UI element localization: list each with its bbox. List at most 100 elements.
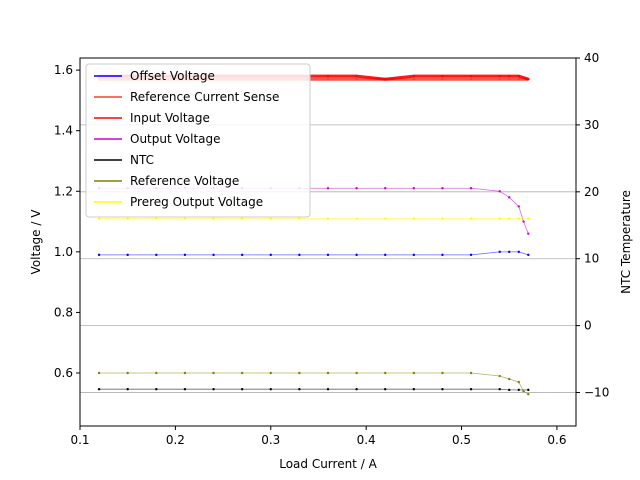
data-point [517, 217, 520, 220]
data-point [527, 78, 530, 81]
data-point [498, 388, 501, 391]
legend-label: Reference Current Sense [130, 90, 279, 104]
data-point [183, 217, 187, 220]
series-line [99, 372, 529, 395]
y2-tick-label: 20 [584, 185, 599, 199]
data-point [441, 78, 444, 81]
data-point [522, 389, 525, 393]
data-point [155, 371, 158, 375]
data-point [527, 217, 530, 220]
data-point [355, 371, 358, 375]
data-point [355, 217, 358, 220]
data-point [469, 253, 473, 257]
data-point [326, 253, 330, 257]
data-point [508, 74, 511, 78]
data-point [355, 74, 358, 78]
data-point [527, 388, 530, 392]
data-point [212, 253, 215, 257]
data-point [298, 371, 301, 375]
data-point [508, 78, 511, 81]
data-point [269, 388, 272, 391]
data-point [155, 388, 158, 391]
data-point [469, 187, 473, 190]
data-point [508, 377, 511, 381]
data-point [469, 217, 473, 220]
series-reference-voltage [97, 371, 530, 396]
x-axis-title: Load Current / A [279, 457, 377, 471]
data-point [441, 187, 444, 190]
data-point [355, 187, 358, 190]
data-point [517, 74, 520, 78]
data-point [126, 371, 129, 375]
data-point [469, 78, 473, 81]
x-tick-label: 0.3 [261, 433, 280, 447]
data-point [412, 78, 416, 81]
data-point [508, 217, 511, 220]
data-point [269, 253, 272, 257]
data-point [508, 250, 511, 254]
data-point [441, 371, 444, 375]
y2-tick-label: 40 [584, 51, 599, 65]
data-point [469, 74, 473, 78]
data-point [527, 232, 530, 235]
data-point [517, 250, 520, 254]
y-tick-label: 0.8 [54, 305, 73, 319]
data-point [326, 217, 330, 220]
data-point [212, 217, 215, 220]
legend-label: Prereg Output Voltage [130, 195, 263, 209]
y-tick-label: 1.4 [54, 124, 73, 138]
data-point [97, 253, 101, 257]
series-line [99, 388, 529, 391]
data-point [517, 380, 520, 384]
data-point [498, 374, 501, 378]
data-point [212, 371, 215, 375]
data-point [155, 253, 158, 257]
data-point [517, 78, 520, 81]
data-point [412, 187, 416, 190]
data-point [527, 253, 530, 257]
data-point [155, 217, 158, 220]
series-offset-voltage [97, 250, 530, 257]
x-axis: 0.1 0.2 0.3 0.4 0.5 0.6 [70, 426, 566, 447]
data-point [522, 220, 525, 223]
data-point [469, 388, 473, 391]
data-point [126, 253, 129, 257]
x-tick-label: 0.6 [547, 433, 566, 447]
data-point [183, 371, 187, 375]
y-tick-label: 0.6 [54, 366, 73, 380]
data-point [269, 217, 272, 220]
data-point [355, 78, 358, 81]
data-point [212, 388, 215, 391]
y-tick-label: 1.0 [54, 245, 73, 259]
data-point [240, 388, 244, 391]
data-point [384, 78, 387, 81]
data-point [498, 190, 501, 193]
data-point [298, 217, 301, 220]
data-point [412, 388, 416, 391]
data-point [441, 388, 444, 391]
y2-tick-label: −10 [584, 386, 609, 400]
data-point [498, 78, 501, 81]
legend-label: Reference Voltage [130, 174, 239, 188]
data-point [498, 74, 501, 78]
data-point [355, 253, 358, 257]
y2-tick-label: 0 [584, 319, 592, 333]
plot-frame [79, 57, 577, 427]
x-tick-label: 0.4 [357, 433, 376, 447]
data-point [498, 250, 501, 254]
data-point [97, 217, 101, 220]
data-point [326, 78, 330, 81]
data-point [441, 217, 444, 220]
data-point [97, 371, 101, 375]
y-axis-right: −10 0 10 20 30 40 [576, 51, 609, 400]
data-point [441, 253, 444, 257]
data-point [412, 217, 416, 220]
series-line [99, 251, 529, 256]
legend-label: NTC [130, 153, 154, 167]
data-point [384, 388, 387, 391]
legend-box [85, 63, 311, 218]
y2-tick-label: 30 [584, 118, 599, 132]
y2-tick-label: 10 [584, 252, 599, 266]
y-tick-label: 1.2 [54, 184, 73, 198]
